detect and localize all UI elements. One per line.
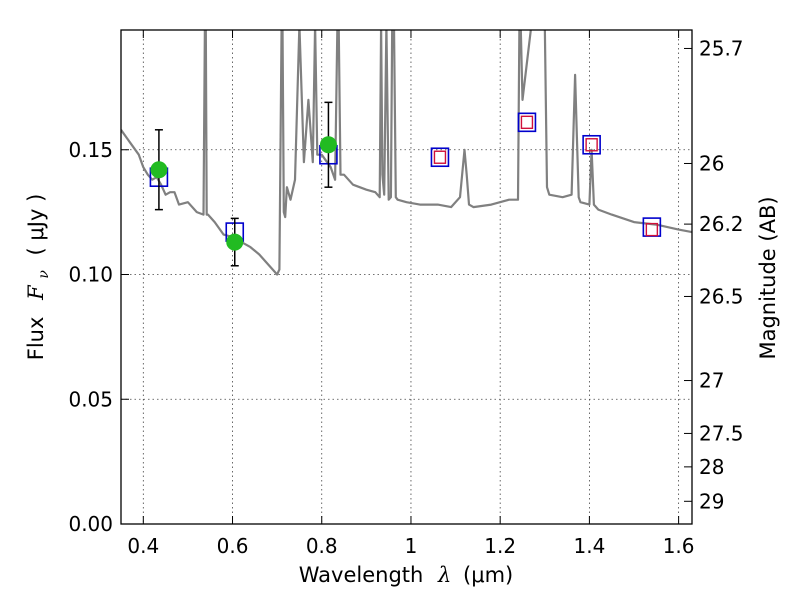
x-axis-label-unit: (μm) (463, 563, 513, 587)
model-photometry-square (582, 134, 601, 155)
observed-point (150, 161, 168, 179)
observed-point (226, 233, 244, 251)
sed-line-0 (121, 30, 692, 276)
y2-tick-label: 26 (699, 151, 724, 175)
x-tick-label: 0.4 (127, 534, 159, 558)
x-tick-label: 1.4 (573, 534, 605, 558)
y-tick-label: 0.15 (68, 138, 113, 162)
x-tick-label: 1.2 (484, 534, 516, 558)
y2-axis-label: Magnitude (AB) (756, 196, 780, 359)
plot-frame (120, 29, 693, 525)
non-detection-square (433, 150, 447, 164)
y2-tick-label: 27 (699, 369, 724, 393)
x-axis-label-prefix: Wavelength (299, 563, 424, 587)
model-photometry-square (430, 147, 450, 168)
y-axis-label: Flux F ν ( μJy ) (24, 194, 53, 361)
plot-layer (121, 30, 692, 276)
x-axis-label-symbol: λ (437, 563, 451, 587)
y-axis-label-sub: ν (36, 270, 52, 279)
non-detection-square (645, 222, 659, 237)
model-photometry-square (517, 112, 537, 133)
y2-tick-label: 28 (699, 455, 724, 479)
y-axis-label-symbol: F (24, 284, 48, 301)
x-tick-label: 1.6 (663, 534, 695, 558)
y-tick-label: 0.00 (68, 512, 113, 536)
non-detection-square (520, 115, 534, 130)
y2-tick-label: 25.7 (699, 36, 744, 60)
x-tick-label: 1 (405, 534, 418, 558)
y2-tick-label: 26.2 (699, 212, 744, 236)
y-axis-label-prefix: Flux (24, 317, 48, 361)
x-axis-label: Wavelength λ (μm) (299, 563, 513, 587)
y2-tick-label: 26.5 (699, 284, 744, 308)
non-detection-square (585, 138, 598, 152)
y-tick-label: 0.10 (68, 263, 113, 287)
x-tick-label: 0.6 (217, 534, 249, 558)
marker-layer (149, 101, 662, 267)
x-tick-label: 0.8 (306, 534, 338, 558)
y-tick-label: 0.05 (68, 387, 113, 411)
tick-marks (121, 30, 692, 525)
y2-tick-label: 29 (699, 489, 724, 513)
y-axis-label-unit: ( μJy ) (24, 194, 48, 256)
observed-point (319, 136, 337, 154)
y2-tick-label: 27.5 (699, 421, 744, 445)
plot-background (121, 30, 692, 524)
tick-labels: 0.4 0.6 0.8 1 1.2 1.4 1.6 0.00 0.05 0.10 0.15 25.7 2… (68, 36, 743, 558)
